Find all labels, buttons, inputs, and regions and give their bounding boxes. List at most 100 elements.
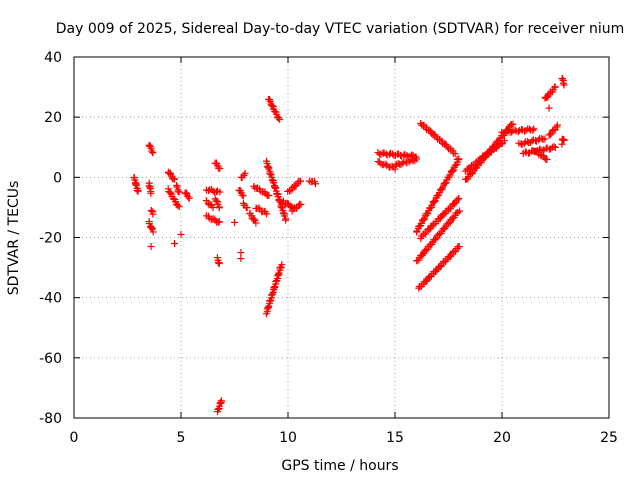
data-point (482, 152, 490, 160)
data-point (425, 126, 433, 134)
y-tick-label: 20 (44, 110, 62, 126)
data-point (436, 215, 444, 223)
data-point (209, 203, 217, 211)
data-point (551, 143, 559, 151)
y-tick-label: -80 (39, 411, 62, 427)
x-tick-label: 10 (279, 430, 297, 446)
y-tick-label: 40 (44, 50, 62, 66)
data-point (451, 200, 459, 208)
data-point (447, 253, 455, 261)
data-point (382, 160, 390, 168)
data-point (185, 194, 193, 202)
data-point (237, 255, 245, 263)
y-tick-label: 0 (53, 170, 62, 186)
data-point (445, 219, 453, 227)
data-point (297, 177, 305, 185)
data-point (509, 120, 517, 128)
data-point (147, 207, 155, 215)
data-point (530, 125, 538, 133)
data-point (437, 263, 445, 271)
data-point (212, 197, 220, 205)
data-point (523, 138, 531, 146)
data-point (541, 135, 549, 143)
data-point (553, 121, 561, 129)
data-point (231, 218, 238, 226)
data-point (243, 204, 251, 212)
data-point (282, 216, 290, 224)
data-point (238, 191, 246, 199)
data-point (558, 75, 566, 83)
data-point (456, 207, 464, 215)
data-point (422, 278, 430, 286)
data-point (411, 157, 419, 165)
data-point (171, 240, 179, 248)
grid (74, 57, 609, 418)
data-point (170, 175, 178, 183)
data-point (216, 164, 224, 172)
x-tick-label: 25 (600, 430, 618, 446)
x-tick-label: 0 (70, 430, 79, 446)
data-point (215, 218, 223, 226)
data-point (560, 136, 568, 144)
data-point (174, 201, 182, 209)
data-point (432, 235, 440, 243)
chart-title: Day 009 of 2025, Sidereal Day-to-day VTE… (56, 21, 625, 37)
x-tick-labels: 0 5 10 15 20 25 (70, 430, 618, 446)
data-point (147, 243, 155, 251)
data-point (558, 140, 566, 148)
data-point (265, 191, 273, 199)
y-tick-labels: -80 -60 -40 -20 0 20 40 (39, 50, 62, 427)
y-tick-label: -20 (39, 231, 62, 247)
data-point (215, 260, 223, 268)
data-point (560, 81, 568, 89)
data-point (422, 246, 430, 254)
data-point (453, 155, 461, 163)
data-point (451, 150, 459, 158)
data-point (455, 243, 463, 251)
y-tick-label: -40 (39, 291, 62, 307)
data-point (177, 230, 185, 238)
data-point (543, 94, 551, 102)
x-tick-label: 20 (493, 430, 511, 446)
data-point (454, 209, 462, 217)
data-point (493, 144, 501, 152)
data-point (237, 249, 245, 257)
data-point (465, 165, 473, 173)
data-point (545, 104, 553, 112)
x-axis-label: GPS time / hours (281, 458, 398, 474)
x-tick-label: 15 (386, 430, 404, 446)
data-point (149, 210, 157, 218)
data-point (149, 149, 157, 157)
data-point (250, 215, 258, 223)
data-point (312, 180, 319, 188)
data-point (217, 397, 225, 405)
y-axis-label: SDTVAR / TECUs (6, 181, 22, 296)
data-point (263, 210, 271, 218)
axis-ticks (73, 56, 610, 419)
data-point (214, 218, 222, 226)
x-tick-label: 5 (177, 430, 186, 446)
data-point (175, 188, 183, 196)
data-point (529, 126, 537, 134)
data-point (275, 114, 283, 122)
data-point (297, 200, 305, 208)
data-point (216, 188, 224, 196)
data-point (239, 192, 247, 200)
data-point (546, 131, 554, 139)
data-point (268, 102, 276, 110)
data-point (441, 179, 449, 187)
data-point (518, 125, 526, 133)
y-tick-label: -60 (39, 351, 62, 367)
data-point (426, 225, 434, 233)
data-points (130, 75, 568, 416)
data-point (149, 228, 157, 236)
data-point (215, 204, 223, 212)
data-point (166, 189, 174, 197)
data-point (551, 83, 559, 91)
data-point (241, 169, 249, 177)
data-point (175, 203, 183, 211)
data-point (182, 189, 190, 197)
data-point (252, 219, 260, 227)
data-point (543, 155, 551, 163)
